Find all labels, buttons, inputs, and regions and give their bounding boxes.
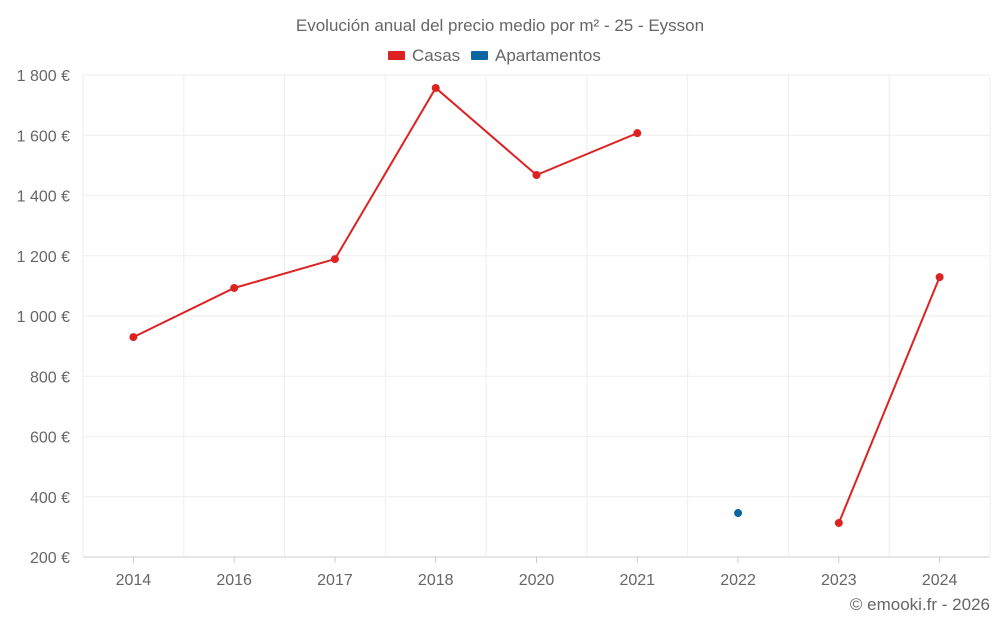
y-tick-label: 1 000 € [17, 309, 70, 326]
x-tick-label: 2014 [116, 572, 152, 589]
axes: 200 € 400 € 600 € 800 € 1 000 € 1 200 € 1 400 … [17, 68, 958, 589]
legend-label: Casas [412, 46, 460, 65]
x-tick-label: 2018 [418, 572, 454, 589]
data-point [935, 273, 944, 282]
y-tick-label: 1 600 € [17, 128, 70, 145]
data-point [834, 518, 843, 527]
series-line [837, 276, 941, 524]
y-tick-label: 200 € [30, 550, 70, 567]
x-tick-label: 2021 [619, 572, 655, 589]
data-point [633, 129, 642, 138]
y-tick-label: 1 800 € [17, 68, 70, 85]
data-point [230, 283, 239, 292]
series [129, 83, 944, 527]
data-point [734, 509, 743, 518]
y-tick-label: 1 400 € [17, 189, 70, 206]
series-line [132, 86, 638, 338]
x-tick-label: 2023 [821, 572, 857, 589]
grid [82, 74, 991, 558]
data-point [129, 333, 138, 342]
legend[interactable]: Casas Apartamentos [388, 46, 601, 65]
legend-label: Apartamentos [495, 46, 601, 65]
footer-credit: © emooki.fr - 2026 [850, 595, 990, 614]
y-tick-label: 400 € [30, 490, 70, 507]
data-point [330, 255, 339, 264]
x-tick-label: 2024 [922, 572, 958, 589]
x-tick-label: 2020 [519, 572, 555, 589]
series-apartamentos [734, 509, 743, 518]
series-casas [129, 83, 944, 527]
data-point [431, 83, 440, 92]
x-tick-label: 2017 [317, 572, 353, 589]
legend-swatch [471, 51, 488, 60]
data-point [532, 171, 541, 180]
y-tick-label: 1 200 € [17, 249, 70, 266]
x-tick-label: 2016 [216, 572, 252, 589]
y-tick-label: 600 € [30, 430, 70, 447]
x-tick-label: 2022 [720, 572, 756, 589]
chart-title: Evolución anual del precio medio por m² … [296, 16, 704, 35]
y-tick-label: 800 € [30, 369, 70, 386]
legend-swatch [388, 51, 405, 60]
